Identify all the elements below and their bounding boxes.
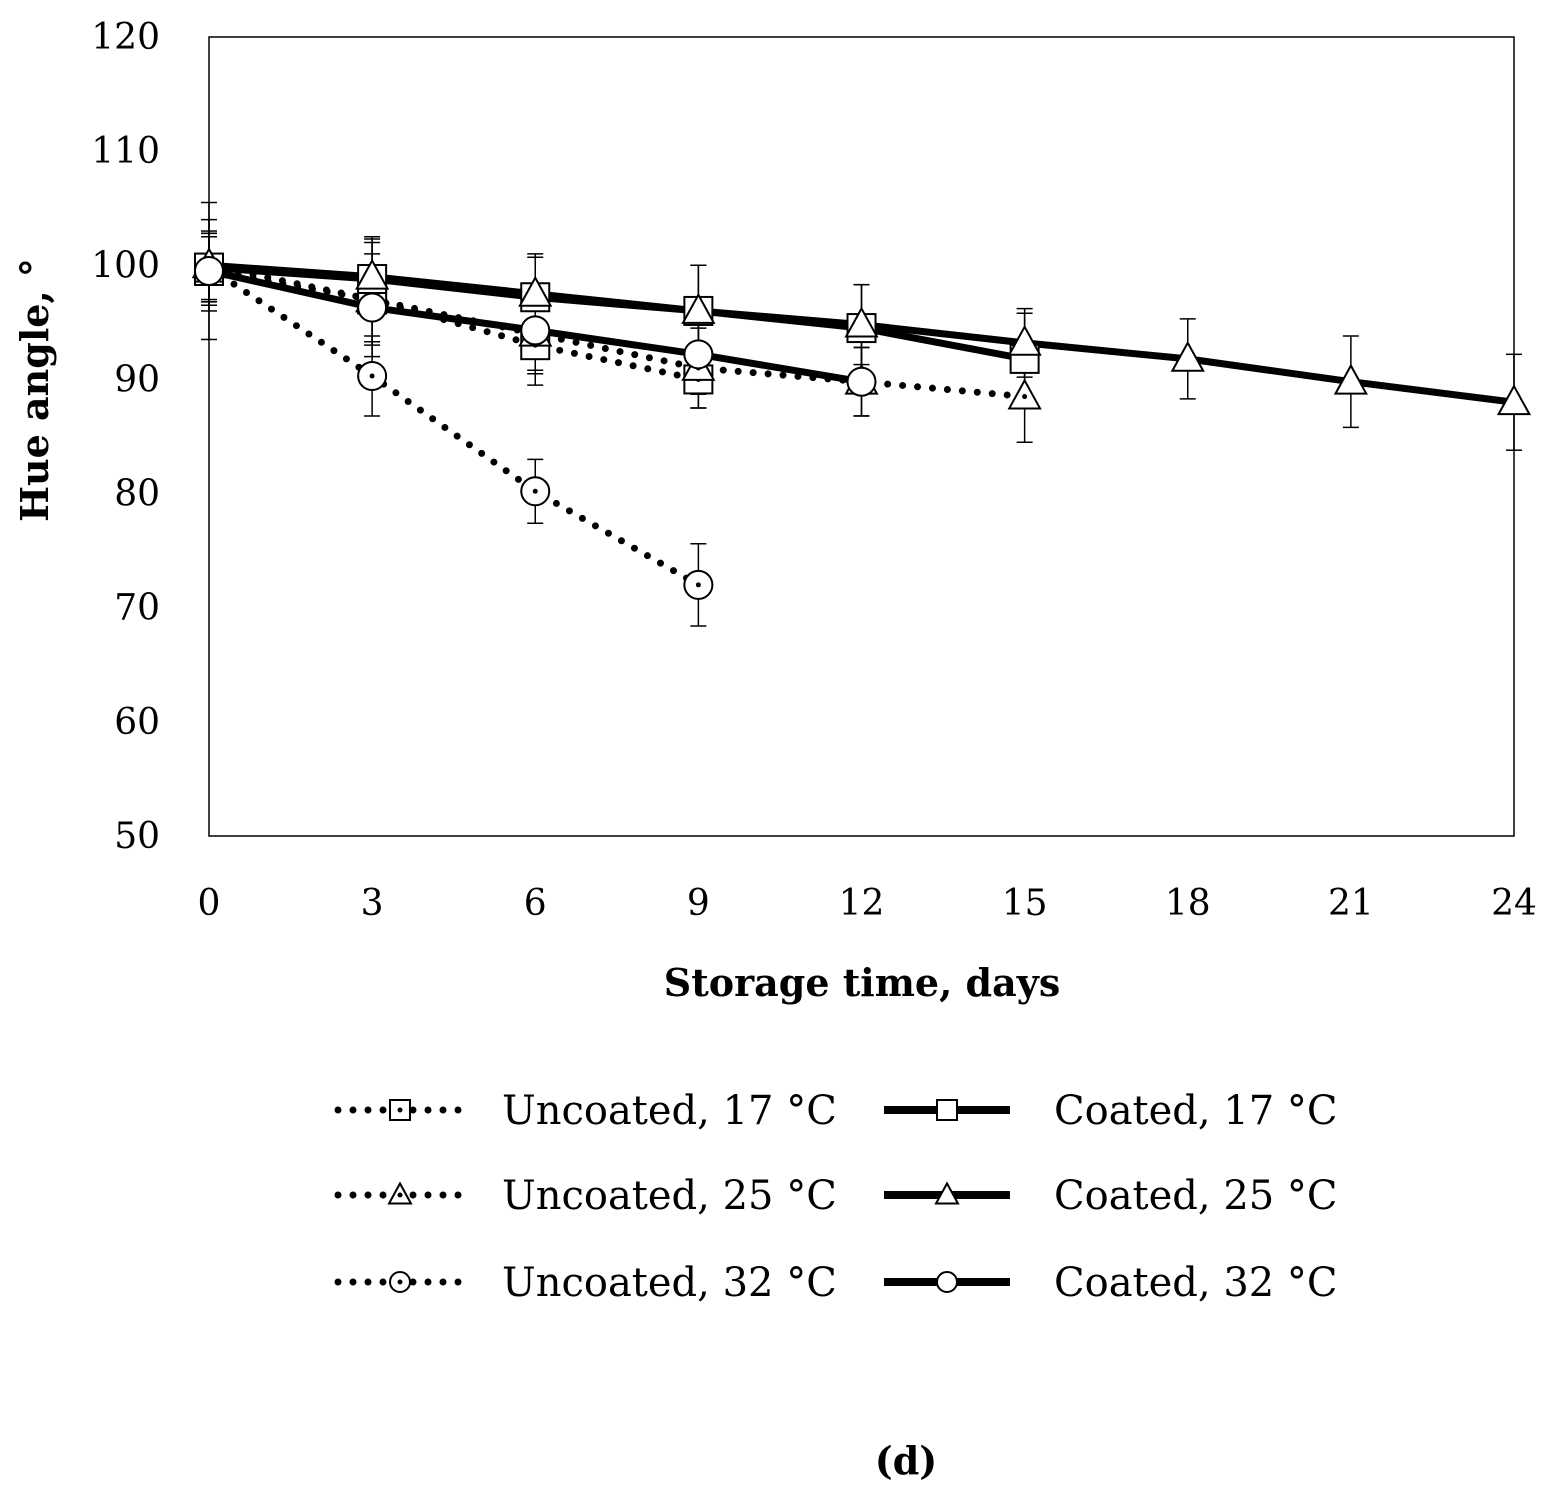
y-tick-label: 100 xyxy=(91,245,160,286)
series-line-2 xyxy=(205,264,702,589)
y-tick-label: 70 xyxy=(114,588,160,629)
legend-label: Coated, 17 °C xyxy=(1054,1088,1338,1134)
data-point xyxy=(518,275,553,307)
legend-marker-dot xyxy=(397,1279,403,1285)
series-markers xyxy=(191,247,1532,600)
series-line-0 xyxy=(205,267,702,383)
y-axis-ticks: 50 60 70 80 90 100 110 120 xyxy=(91,17,160,857)
legend-label: Coated, 32 °C xyxy=(1054,1260,1338,1306)
x-tick-label: 15 xyxy=(1002,883,1048,924)
error-bars xyxy=(201,201,1522,627)
data-point xyxy=(844,306,879,338)
legend-label: Uncoated, 25 °C xyxy=(502,1173,837,1219)
x-tick-label: 3 xyxy=(361,883,384,924)
data-point xyxy=(194,255,224,286)
x-axis-ticks: 0 3 6 9 12 15 18 21 24 xyxy=(198,883,1537,924)
series-line-1 xyxy=(205,261,1029,401)
legend-label: Uncoated, 17 °C xyxy=(502,1088,837,1134)
data-point-dot xyxy=(695,582,701,588)
data-point-dot xyxy=(369,373,375,379)
data-point-dot xyxy=(1022,394,1028,400)
legend-marker xyxy=(936,1271,958,1293)
data-point xyxy=(1007,324,1042,356)
data-point xyxy=(681,292,716,324)
x-tick-label: 0 xyxy=(198,883,221,924)
y-tick-label: 60 xyxy=(114,702,160,743)
data-point xyxy=(1170,340,1205,372)
legend-marker-dot xyxy=(397,1107,403,1113)
x-tick-label: 21 xyxy=(1328,883,1374,924)
x-tick-label: 6 xyxy=(524,883,547,924)
data-point xyxy=(683,339,714,370)
y-tick-label: 120 xyxy=(91,17,160,58)
legend-label: Uncoated, 32 °C xyxy=(502,1260,837,1306)
data-point xyxy=(1333,363,1368,395)
x-tick-label: 12 xyxy=(839,883,885,924)
legend-marker xyxy=(936,1099,958,1121)
x-axis-title: Storage time, days xyxy=(664,960,1060,1005)
y-tick-label: 90 xyxy=(114,359,160,400)
data-point xyxy=(1496,384,1532,416)
legend: Uncoated, 17 °C Uncoated, 25 °C Uncoated, … xyxy=(334,1088,1338,1306)
x-tick-label: 24 xyxy=(1491,883,1537,924)
legend-label: Coated, 25 °C xyxy=(1054,1173,1338,1219)
x-tick-label: 9 xyxy=(687,883,710,924)
legend-marker xyxy=(934,1181,960,1205)
data-point xyxy=(846,366,877,397)
y-axis-title: Hue angle, ° xyxy=(12,258,57,522)
legend-marker-dot xyxy=(397,1192,403,1198)
data-point xyxy=(355,258,390,290)
data-point xyxy=(520,315,551,346)
plot-area-frame xyxy=(208,36,1515,837)
data-point-dot xyxy=(532,488,538,494)
y-tick-label: 80 xyxy=(114,474,160,515)
panel-label: (d) xyxy=(875,1438,938,1483)
x-tick-label: 18 xyxy=(1165,883,1211,924)
y-tick-label: 50 xyxy=(114,816,160,857)
data-point xyxy=(357,292,388,323)
y-tick-label: 110 xyxy=(91,131,160,172)
